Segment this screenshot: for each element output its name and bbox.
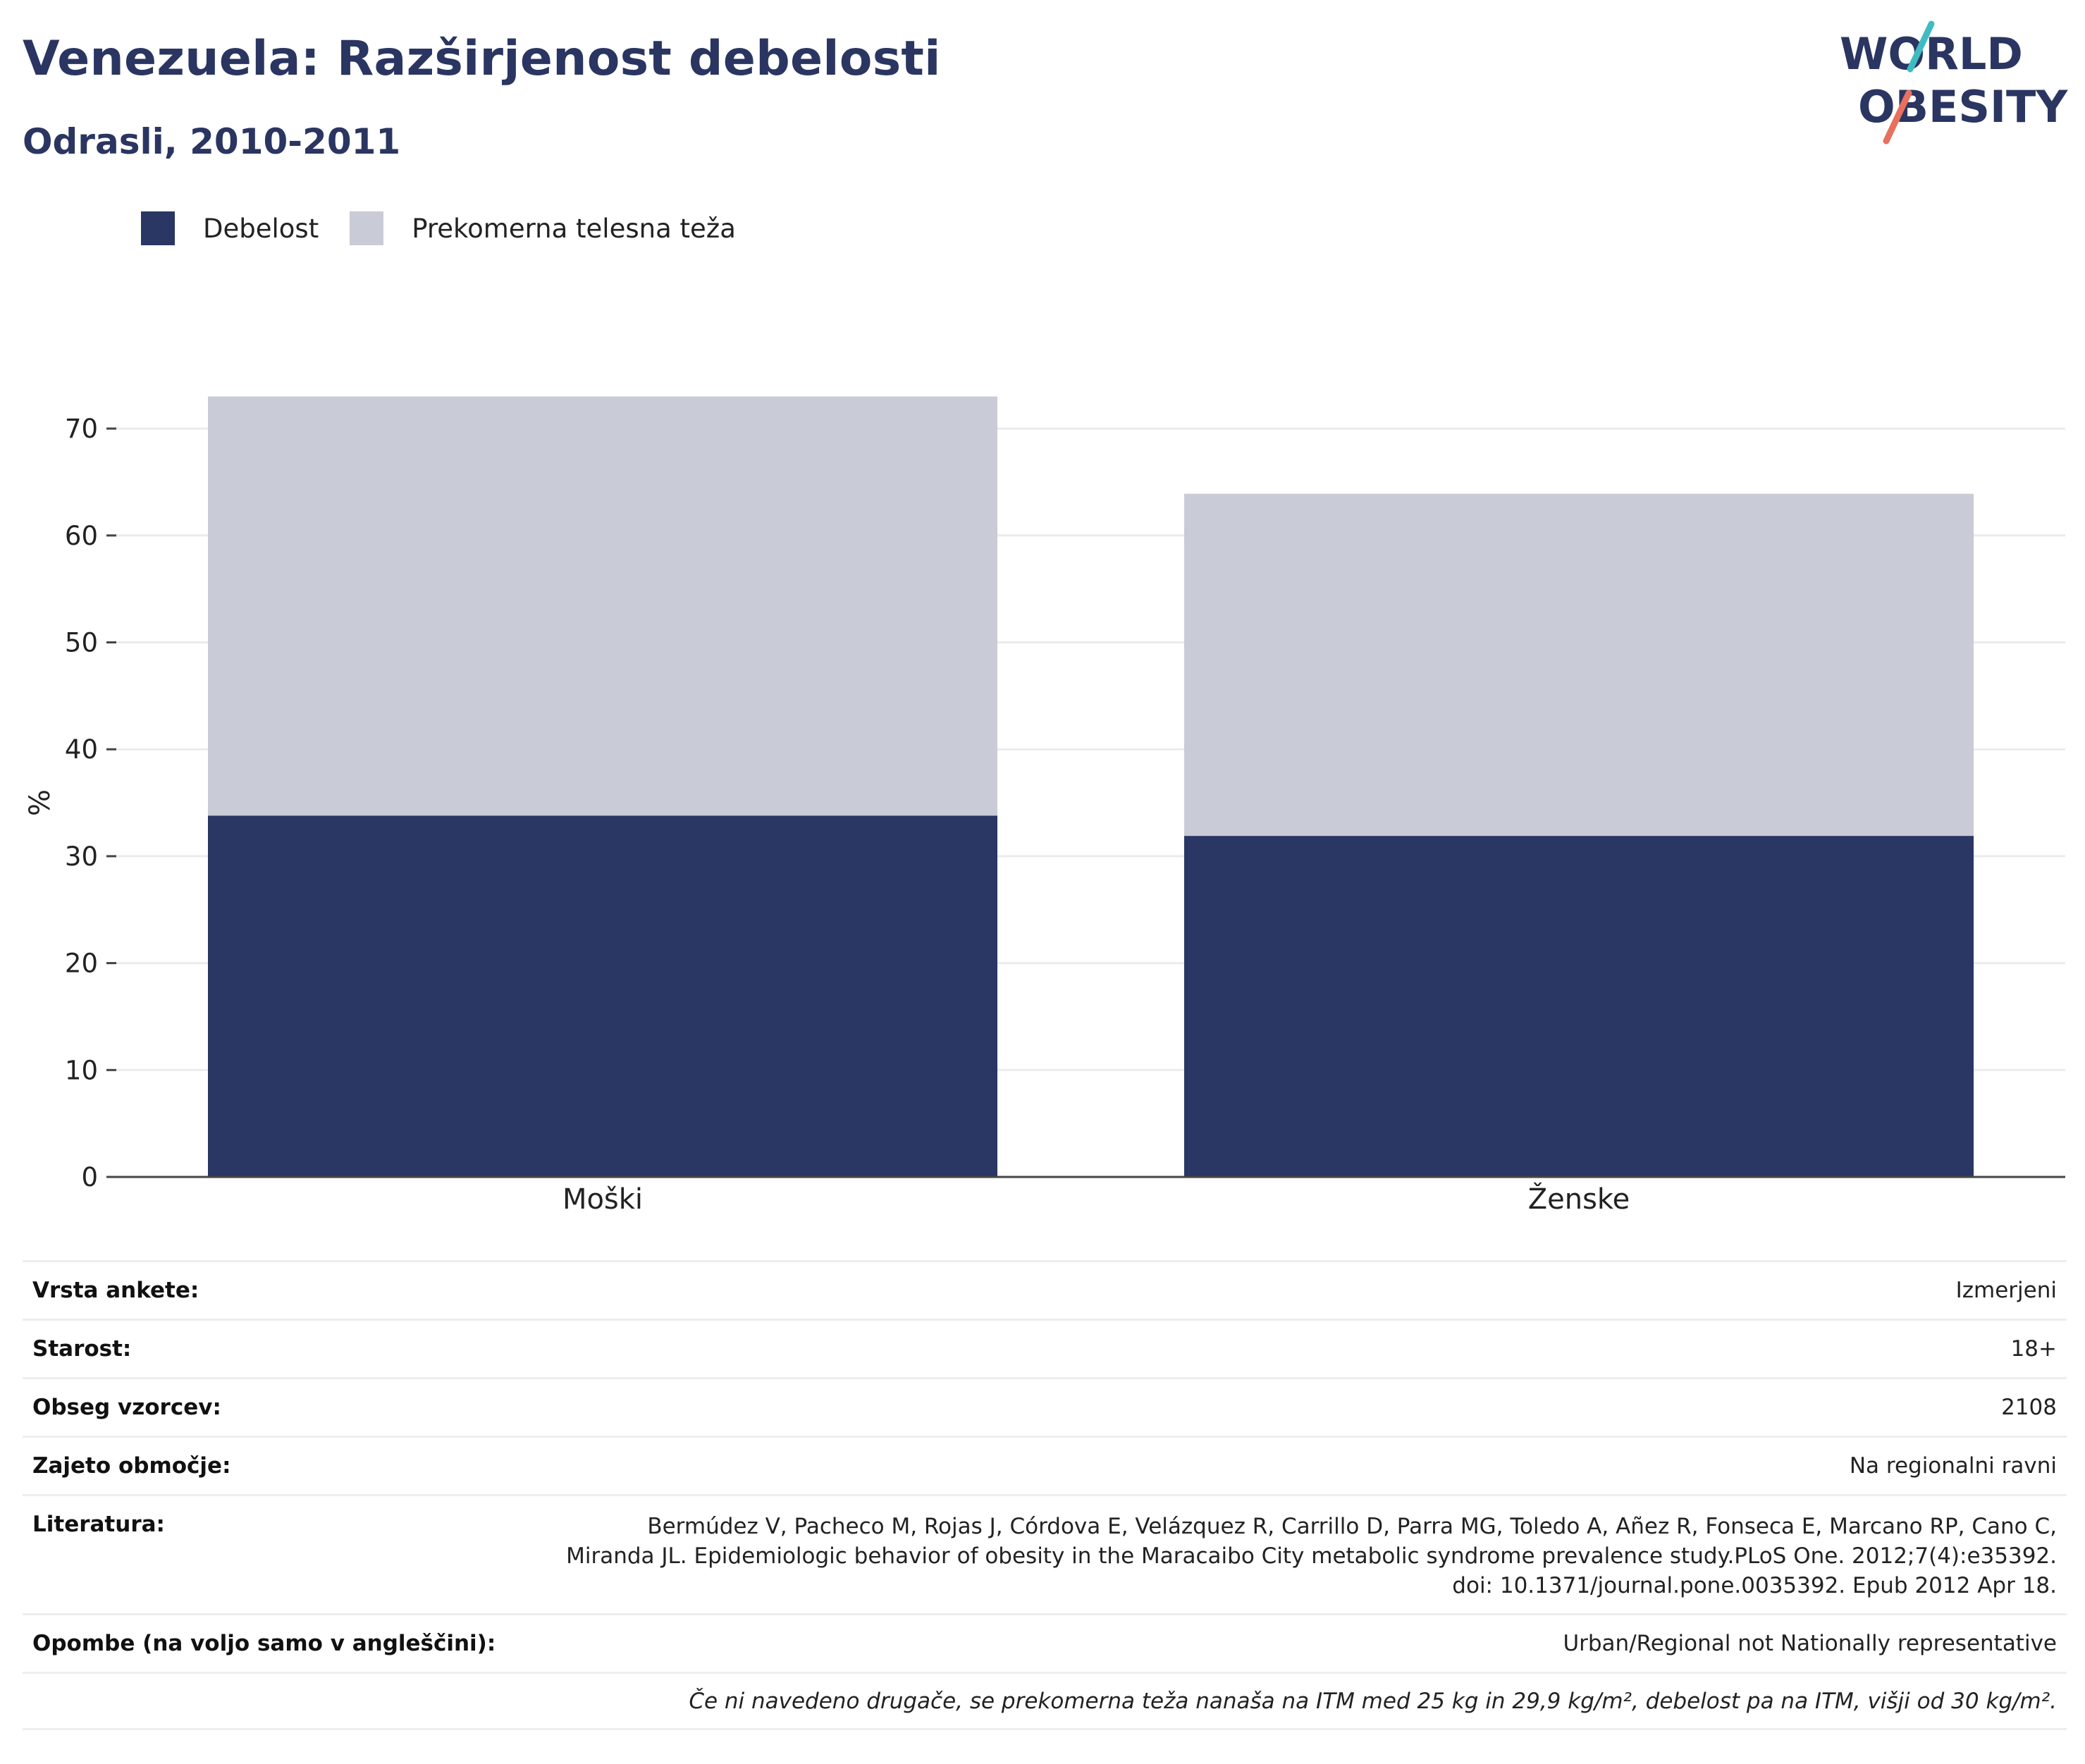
logo-slash-teal: [1907, 20, 1935, 73]
y-axis-label: %: [24, 789, 56, 816]
legend-swatch-prekomerna: [350, 211, 384, 245]
survey-type-label: Vrsta ankete:: [32, 1278, 199, 1303]
y-tick-label: 50: [65, 628, 98, 658]
row-references: Literatura: Bermúdez V, Pacheco M, Rojas…: [23, 1494, 2067, 1613]
legend-label: Debelost: [203, 213, 319, 244]
sample-size-value: 2108: [2001, 1395, 2057, 1420]
row-area: Zajeto območje: Na regionalni ravni: [23, 1436, 2067, 1494]
reference-line: Bermúdez V, Pacheco M, Rojas J, Córdova …: [647, 1514, 2057, 1539]
y-tick-label: 10: [65, 1055, 98, 1085]
x-tick-label: Moški: [562, 1183, 643, 1216]
notes-value: Urban/Regional not Nationally representa…: [1563, 1631, 2057, 1656]
bar-overweight-1: [1184, 493, 1974, 837]
info-table: Vrsta ankete: Izmerjeni Starost: 18+ Obs…: [23, 1260, 2067, 1730]
legend-swatch-debelost: [141, 211, 175, 245]
y-tick-label: 30: [65, 841, 98, 872]
row-age: Starost: 18+: [23, 1319, 2067, 1377]
y-tick-label: 70: [65, 414, 98, 444]
row-sample-size: Obseg vzorcev: 2108: [23, 1377, 2067, 1436]
legend-item-debelost[interactable]: Debelost: [141, 211, 319, 245]
legend-label: Prekomerna telesna teža: [412, 213, 736, 244]
references-label: Literatura:: [32, 1512, 165, 1537]
area-value: Na regionalni ravni: [1849, 1453, 2057, 1479]
reference-line: Miranda JL. Epidemiologic behavior of ob…: [566, 1543, 2057, 1569]
legend: Debelost Prekomerna telesna teža: [141, 209, 767, 248]
chart-subtitle: Odrasli, 2010-2011: [23, 121, 401, 162]
survey-type-value: Izmerjeni: [1955, 1278, 2057, 1303]
reference-line: doi: 10.1371/journal.pone.0035392. Epub …: [1452, 1573, 2057, 1598]
logo-line-1: WORLD: [1840, 28, 2023, 80]
x-tick-label: Ženske: [1528, 1182, 1630, 1216]
row-footnote: Če ni navedeno drugače, se prekomerna te…: [23, 1672, 2067, 1730]
legend-item-prekomerna[interactable]: Prekomerna telesna teža: [350, 211, 736, 245]
notes-label: Opombe (na voljo samo v angleščini):: [32, 1631, 496, 1656]
references-value: Bermúdez V, Pacheco M, Rojas J, Córdova …: [478, 1512, 2057, 1600]
area-label: Zajeto območje:: [32, 1453, 231, 1479]
y-tick-label: 0: [81, 1162, 98, 1192]
bar-overweight-0: [208, 396, 997, 816]
y-tick-label: 20: [65, 949, 98, 979]
logo-slash-coral: [1883, 90, 1912, 144]
row-survey-type: Vrsta ankete: Izmerjeni: [23, 1260, 2067, 1319]
y-tick-label: 40: [65, 734, 98, 765]
bar-obesity-0: [208, 815, 997, 1177]
sample-size-label: Obseg vzorcev:: [32, 1395, 221, 1420]
age-value: 18+: [2010, 1336, 2057, 1362]
age-label: Starost:: [32, 1336, 132, 1362]
footnote-text: Če ni navedeno drugače, se prekomerna te…: [689, 1688, 2057, 1714]
y-tick-label: 60: [65, 521, 98, 551]
world-obesity-logo: WORLD OBESITY: [1840, 20, 2068, 144]
bar-chart: 0 10 20 30 40 50 60 70% Moški Ženske: [24, 396, 2065, 1216]
chart-title: Venezuela: Razširjenost debelosti: [23, 31, 941, 87]
row-notes: Opombe (na voljo samo v angleščini): Urb…: [23, 1613, 2067, 1672]
bar-obesity-1: [1184, 836, 1974, 1177]
